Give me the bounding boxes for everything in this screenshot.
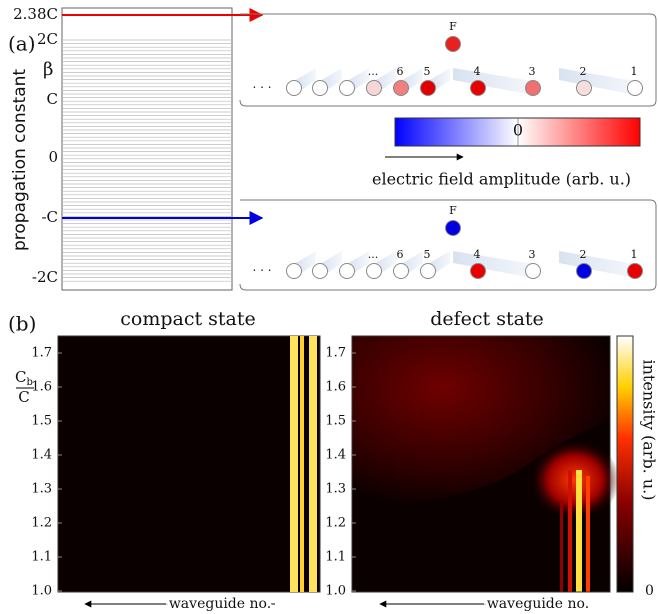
spectrum-frame xyxy=(61,7,233,291)
intensity-colorbar xyxy=(616,335,634,593)
tick-label: 2C xyxy=(37,30,58,48)
site xyxy=(393,80,409,96)
site-label: ... xyxy=(368,65,379,78)
site-label: 2 xyxy=(580,248,587,261)
x-label: waveguide no. xyxy=(169,596,271,612)
site xyxy=(627,80,643,96)
site-label: 1 xyxy=(631,248,638,261)
axis-label: propagation constant xyxy=(10,69,30,251)
site xyxy=(576,263,592,279)
y-tick-label: 1.6 xyxy=(31,380,52,395)
map-title: compact state xyxy=(120,308,256,330)
x-label: waveguide no. xyxy=(487,596,589,612)
ellipsis: · · · xyxy=(252,81,271,95)
y-tick-label: 1.6 xyxy=(325,380,346,395)
state-frame xyxy=(239,13,657,107)
tick-label: -2C xyxy=(32,268,58,286)
site xyxy=(576,80,592,96)
y-tick-label: 1.2 xyxy=(325,516,346,531)
defect-label: F xyxy=(449,20,457,33)
y-tick-label: 1.3 xyxy=(31,482,52,497)
y-tick-label: 1.5 xyxy=(31,414,52,429)
site-label: 5 xyxy=(424,248,431,261)
site xyxy=(470,263,486,279)
defect-map xyxy=(351,335,620,593)
tick-label: -C xyxy=(41,208,58,226)
site xyxy=(366,80,382,96)
tick-label: 0 xyxy=(48,148,58,166)
waveguide xyxy=(559,68,635,95)
site xyxy=(286,80,302,96)
waveguide xyxy=(453,251,533,278)
compact-map xyxy=(57,335,321,593)
waveguide xyxy=(453,68,533,95)
site-label: 4 xyxy=(474,248,481,261)
y-tick-label: 1.2 xyxy=(31,516,52,531)
site-label: 6 xyxy=(397,65,404,78)
site xyxy=(339,263,355,279)
colorbar-zero: 0 xyxy=(645,583,654,599)
colorbar-label: electric field amplitude (arb. u.) xyxy=(372,170,631,189)
site-label: 6 xyxy=(397,248,404,261)
site xyxy=(286,263,302,279)
state-frame xyxy=(239,199,657,291)
waveguide xyxy=(559,251,635,278)
y-tick-label: 1.3 xyxy=(325,482,346,497)
site-label: 2 xyxy=(580,65,587,78)
site xyxy=(525,80,541,96)
site xyxy=(420,263,436,279)
tick-label: 2.38C xyxy=(13,5,58,23)
defect-label: F xyxy=(449,204,457,217)
site xyxy=(312,263,328,279)
site-label: 4 xyxy=(474,65,481,78)
y-tick-label: 1.7 xyxy=(31,346,52,361)
colorbar-zero: 0 xyxy=(513,121,523,140)
site xyxy=(393,263,409,279)
y-tick-label: 1.5 xyxy=(325,414,346,429)
spectrum xyxy=(61,7,233,291)
panel-label: (b) xyxy=(8,312,36,336)
site xyxy=(366,263,382,279)
y-label: C xyxy=(18,388,29,406)
panel-label: (a) xyxy=(8,32,36,56)
site xyxy=(420,80,436,96)
tick-label: C xyxy=(47,90,58,108)
y-label: Cb xyxy=(15,368,33,388)
ellipsis: · · · xyxy=(252,264,271,278)
map-title: defect state xyxy=(430,308,544,330)
y-tick-label: 1.4 xyxy=(325,448,346,463)
site-label: 5 xyxy=(424,65,431,78)
y-tick-label: 1.0 xyxy=(325,584,346,599)
y-tick-label: 1.4 xyxy=(31,448,52,463)
site-label: 3 xyxy=(529,65,536,78)
site xyxy=(312,80,328,96)
field-colorbar xyxy=(394,117,641,147)
site xyxy=(339,80,355,96)
colorbar-label: intensity (arb. u.) xyxy=(640,360,658,501)
y-tick-label: 1.0 xyxy=(31,584,52,599)
site-label: 3 xyxy=(529,248,536,261)
y-tick-label: 1.7 xyxy=(325,346,346,361)
site-label: ... xyxy=(368,248,379,261)
y-tick-label: 1.1 xyxy=(31,550,52,565)
site xyxy=(525,263,541,279)
site-label: 1 xyxy=(631,65,638,78)
site xyxy=(470,80,486,96)
y-tick-label: 1.1 xyxy=(325,550,346,565)
site xyxy=(627,263,643,279)
defect-site xyxy=(445,36,461,52)
compact-stripes xyxy=(290,336,317,592)
defect-site xyxy=(445,220,461,236)
beta-label: β xyxy=(43,59,53,80)
